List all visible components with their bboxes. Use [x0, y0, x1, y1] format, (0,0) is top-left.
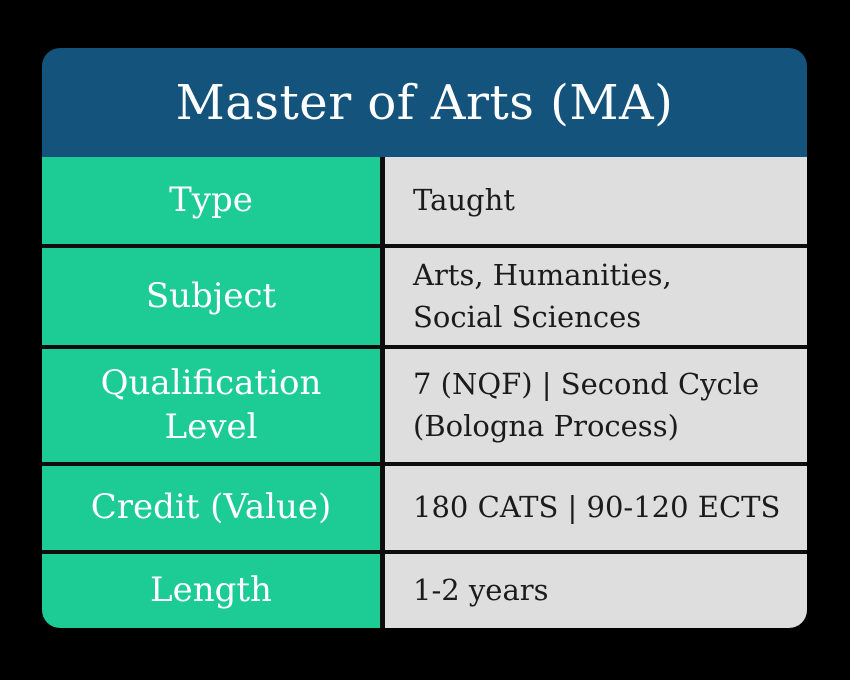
row-label-cell: Type: [42, 157, 385, 244]
row-label: Type: [169, 179, 253, 220]
table-row-subject: Subject Arts, Humanities, Social Science…: [42, 244, 807, 345]
row-value: 1-2 years: [413, 573, 549, 608]
table-row-length: Length 1-2 years: [42, 550, 807, 628]
row-label-cell: Subject: [42, 248, 385, 345]
row-value: 180 CATS | 90-120 ECTS: [413, 490, 781, 525]
row-value: 7 (NQF) | Second Cycle: [413, 367, 760, 402]
row-value-cell: 180 CATS | 90-120 ECTS: [385, 466, 807, 550]
card-header: Master of Arts (MA): [42, 48, 807, 157]
info-table: Type Taught Subject Arts, Humanities, So…: [42, 157, 807, 628]
page-title: Master of Arts (MA): [175, 74, 674, 131]
table-row-type: Type Taught: [42, 157, 807, 244]
row-label-cell: Qualification Level: [42, 349, 385, 462]
table-row-credit-value: Credit (Value) 180 CATS | 90-120 ECTS: [42, 462, 807, 550]
row-label-cell: Length: [42, 554, 385, 628]
row-value-cell: Arts, Humanities, Social Sciences: [385, 248, 807, 345]
row-label: Subject: [145, 275, 277, 316]
row-label: Credit (Value): [90, 487, 332, 528]
row-value: Arts, Humanities,: [413, 258, 672, 293]
row-label: Qualification: [100, 362, 322, 403]
qualification-info-card: Master of Arts (MA) Type Taught Subject …: [42, 48, 807, 628]
row-value: Taught: [413, 182, 515, 217]
table-row-qualification-level: Qualification Level 7 (NQF) | Second Cyc…: [42, 345, 807, 462]
row-value-cell: 7 (NQF) | Second Cycle (Bologna Process): [385, 349, 807, 462]
row-value-line-2: Social Sciences: [413, 299, 642, 334]
row-value-cell: Taught: [385, 157, 807, 244]
row-label-line-2: Level: [164, 406, 258, 447]
row-label-cell: Credit (Value): [42, 466, 385, 550]
row-value-line-2: (Bologna Process): [413, 408, 679, 443]
row-label: Length: [150, 570, 272, 611]
row-value-cell: 1-2 years: [385, 554, 807, 628]
